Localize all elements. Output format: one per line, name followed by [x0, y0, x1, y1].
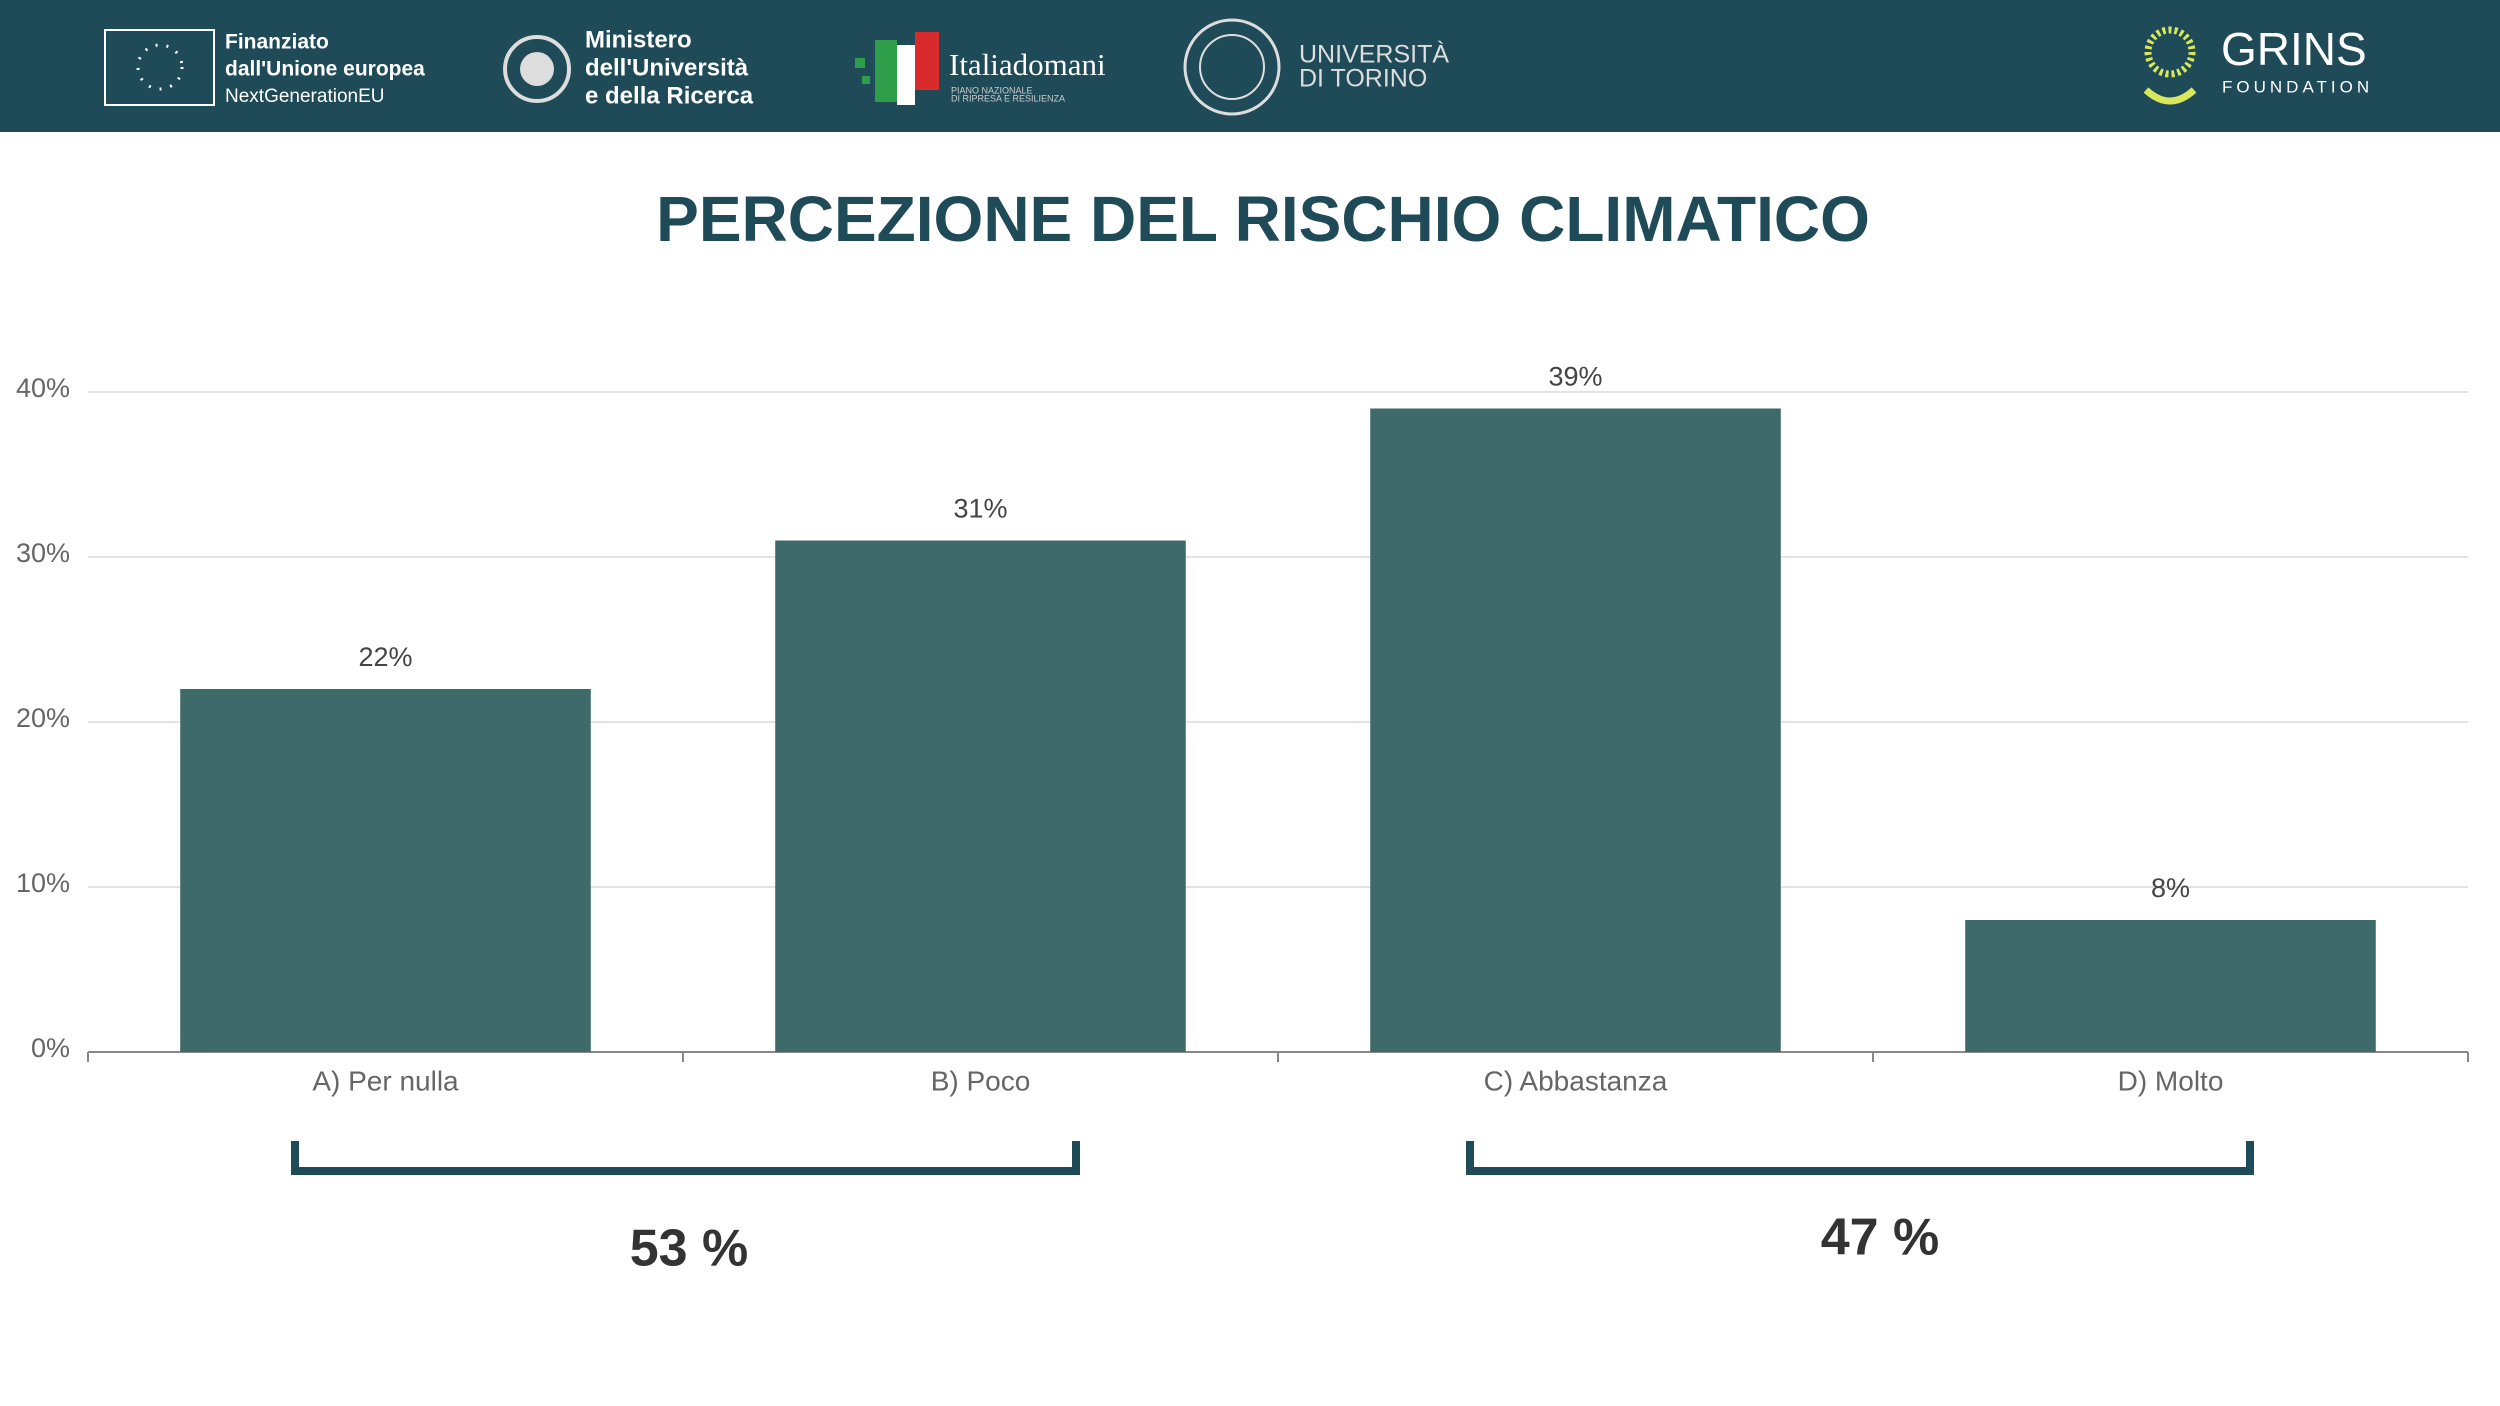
x-tick-label: D) Molto	[2118, 1065, 2224, 1096]
bracket	[291, 1141, 1080, 1175]
unito-seal	[1199, 34, 1265, 100]
grins-logo	[2143, 87, 2197, 105]
group-label: 53 %	[630, 1220, 749, 1278]
bar	[1370, 408, 1781, 1052]
group-label: 47 %	[1821, 1209, 1940, 1267]
unito-seal	[1183, 18, 1281, 116]
italiadomani-sub: DI RIPRESA E RESILIENZA	[951, 93, 1065, 103]
y-tick-label: 20%	[16, 703, 70, 733]
unito-text: DI TORINO	[1299, 65, 1427, 93]
eu-text: NextGenerationEU	[225, 86, 384, 107]
ministry-text: e della Ricerca	[585, 82, 754, 109]
ministry-emblem	[520, 52, 554, 86]
y-tick-label: 30%	[16, 538, 70, 568]
y-tick-label: 40%	[16, 373, 70, 403]
italia-icon	[915, 32, 939, 90]
value-label: 8%	[2151, 873, 2190, 903]
grins-text: GRINS	[2221, 23, 2367, 75]
italia-icon	[875, 40, 897, 102]
eu-flag	[104, 29, 215, 106]
bar	[1965, 920, 2376, 1052]
grins-text: FOUNDATION	[2222, 77, 2373, 96]
bracket	[1466, 1141, 2254, 1175]
ministry-text: dell'Università	[585, 54, 749, 81]
x-tick-label: C) Abbastanza	[1484, 1065, 1668, 1096]
eu-text: dall'Unione europea	[225, 58, 425, 81]
italia-icon	[897, 45, 915, 105]
italia-icon	[855, 58, 865, 68]
italiadomani-sub: PIANO NAZIONALE	[951, 85, 1033, 95]
ministry-emblem	[503, 35, 571, 103]
value-label: 39%	[1548, 362, 1602, 392]
ministry-text: Ministero	[585, 26, 692, 53]
value-label: 31%	[953, 494, 1007, 524]
eu-stars	[136, 43, 184, 91]
grins-logo	[2144, 26, 2196, 78]
italia-icon	[862, 76, 870, 84]
bar	[180, 689, 591, 1052]
chart-title: PERCEZIONE DEL RISCHIO CLIMATICO	[656, 183, 1870, 255]
bar	[775, 540, 1186, 1052]
unito-text: UNIVERSITÀ	[1299, 40, 1449, 69]
y-tick-label: 10%	[16, 868, 70, 898]
x-tick-label: B) Poco	[931, 1065, 1031, 1096]
italiadomani-name: Italiadomani	[949, 47, 1106, 82]
x-tick-label: A) Per nulla	[312, 1065, 459, 1096]
value-label: 22%	[358, 642, 412, 672]
y-tick-label: 0%	[31, 1033, 70, 1063]
eu-text: Finanziato	[225, 31, 329, 54]
